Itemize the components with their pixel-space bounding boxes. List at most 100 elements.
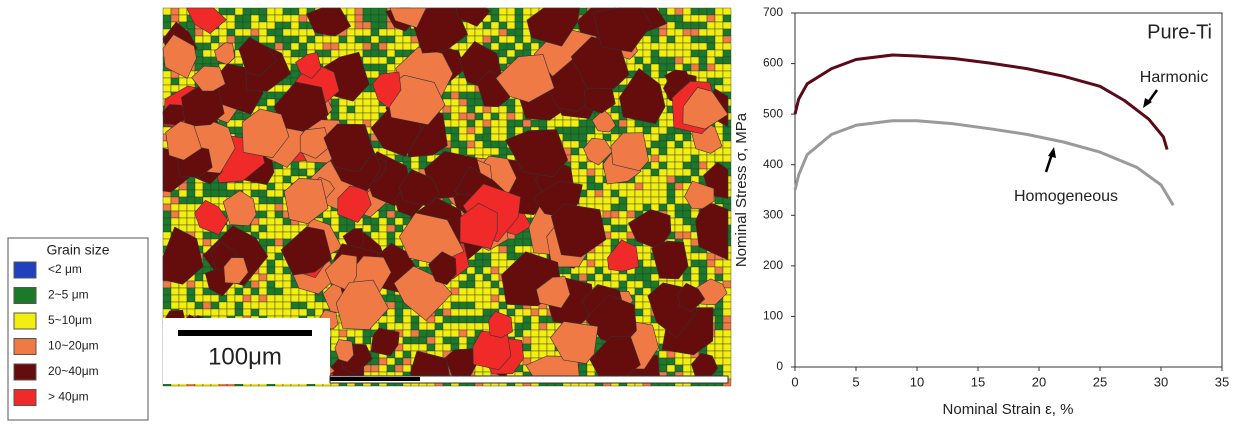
grain [267, 22, 275, 29]
grain [483, 120, 491, 127]
grain [235, 113, 243, 120]
annotation: Homogeneous [1014, 188, 1118, 205]
grain [315, 36, 323, 43]
grain [451, 141, 459, 148]
grain [651, 176, 659, 183]
grain [339, 225, 347, 232]
grain [243, 295, 251, 302]
grain [483, 302, 491, 309]
grain [643, 316, 651, 323]
grain [187, 204, 195, 211]
grain [667, 183, 675, 190]
grain [283, 232, 291, 239]
grain [667, 36, 675, 43]
y-tick-label: 200 [763, 258, 783, 272]
grain [483, 36, 491, 43]
grain [171, 204, 179, 211]
grain [315, 43, 323, 50]
grain [723, 337, 731, 344]
grain [195, 309, 203, 316]
grain [379, 365, 387, 372]
grain [723, 71, 731, 78]
grain [651, 162, 659, 169]
grain [275, 176, 283, 183]
grain [675, 197, 683, 204]
grain [531, 351, 539, 358]
grain [659, 197, 667, 204]
grain [467, 148, 475, 155]
grain [579, 176, 587, 183]
grain [195, 190, 203, 197]
grain [251, 302, 259, 309]
grain [595, 267, 603, 274]
grain [643, 260, 651, 267]
grain [291, 22, 299, 29]
grain [483, 309, 491, 316]
grain [563, 127, 571, 134]
grain [395, 302, 403, 309]
grain [211, 302, 219, 309]
grain [219, 183, 227, 190]
grain [683, 176, 691, 183]
grain [387, 57, 395, 64]
grain [403, 344, 411, 351]
grain [699, 155, 707, 162]
grain [267, 204, 275, 211]
grain [443, 323, 451, 330]
grain [475, 302, 483, 309]
grain [467, 316, 475, 323]
grain [267, 8, 275, 15]
grain [539, 316, 547, 323]
grain [507, 50, 515, 57]
grain [715, 71, 723, 78]
grain [651, 148, 659, 155]
grain [635, 288, 643, 295]
grain [243, 288, 251, 295]
grain [587, 197, 595, 204]
grain [275, 225, 283, 232]
grain [371, 43, 379, 50]
grain [691, 8, 699, 15]
grain [523, 239, 531, 246]
grain [259, 218, 267, 225]
grain [531, 330, 539, 337]
grain [515, 330, 523, 337]
grain [171, 218, 179, 225]
grain [275, 295, 283, 302]
grain [619, 204, 627, 211]
grain [267, 218, 275, 225]
grain [507, 309, 515, 316]
grain [651, 64, 659, 71]
grain [451, 337, 459, 344]
grain [715, 22, 723, 29]
grain [555, 120, 563, 127]
grain [267, 190, 275, 197]
grain [507, 29, 515, 36]
grain [403, 316, 411, 323]
grain [235, 22, 243, 29]
grain [203, 232, 211, 239]
grain [635, 267, 643, 274]
grain [611, 225, 619, 232]
grain [299, 43, 307, 50]
grain [643, 183, 651, 190]
grain [683, 15, 691, 22]
arrow-head [1048, 147, 1056, 158]
grain [659, 169, 667, 176]
grain [515, 323, 523, 330]
grain [379, 50, 387, 57]
grain [699, 50, 707, 57]
grain [659, 204, 667, 211]
grain [507, 113, 515, 120]
grain [699, 22, 707, 29]
grain [491, 29, 499, 36]
grain [275, 197, 283, 204]
grain [267, 36, 275, 43]
grain [179, 288, 187, 295]
grain [723, 330, 731, 337]
grain [387, 64, 395, 71]
grain [675, 204, 683, 211]
grain [523, 120, 531, 127]
grain [723, 365, 731, 372]
grain [715, 267, 723, 274]
